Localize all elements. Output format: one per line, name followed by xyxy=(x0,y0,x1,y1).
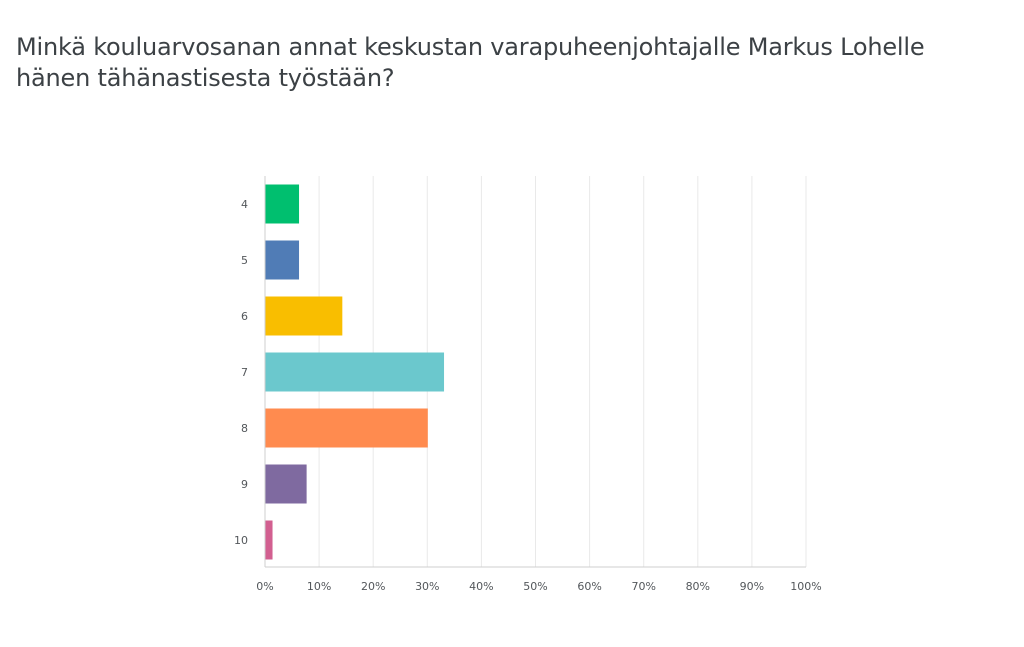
x-tick-label: 0% xyxy=(256,580,273,593)
bar-6 xyxy=(265,296,343,336)
x-tick-label: 20% xyxy=(361,580,385,593)
x-tick-label: 70% xyxy=(631,580,655,593)
category-label: 10 xyxy=(234,534,248,547)
question-line-1: Minkä kouluarvosanan annat keskustan var… xyxy=(16,33,925,61)
chart-bars xyxy=(265,184,445,560)
category-label: 5 xyxy=(241,254,248,267)
x-tick-label: 40% xyxy=(469,580,493,593)
bar-10 xyxy=(265,520,273,560)
category-label: 4 xyxy=(241,198,248,211)
bar-9 xyxy=(265,464,307,504)
category-label: 6 xyxy=(241,310,248,323)
x-tick-label: 80% xyxy=(686,580,710,593)
chart-x-tick-labels: 0% 10% 20% 30% 40% 50% 60% 70% 80% 90% 100% xyxy=(256,580,821,593)
category-label: 7 xyxy=(241,366,248,379)
category-label: 8 xyxy=(241,422,248,435)
question-title: Minkä kouluarvosanan annat keskustan var… xyxy=(16,32,1016,94)
bar-4 xyxy=(265,184,300,224)
x-tick-label: 50% xyxy=(523,580,547,593)
bar-7 xyxy=(265,352,445,392)
bar-5 xyxy=(265,240,300,280)
x-tick-label: 30% xyxy=(415,580,439,593)
x-tick-label: 10% xyxy=(307,580,331,593)
question-line-2: hänen tähänastisesta työstään? xyxy=(16,64,395,92)
bar-8 xyxy=(265,408,428,448)
chart-category-labels: 4 5 6 7 8 9 10 xyxy=(234,198,248,547)
category-label: 9 xyxy=(241,478,248,491)
x-tick-label: 60% xyxy=(577,580,601,593)
chart-grid xyxy=(264,176,807,568)
x-tick-label: 90% xyxy=(740,580,764,593)
x-tick-label: 100% xyxy=(790,580,821,593)
